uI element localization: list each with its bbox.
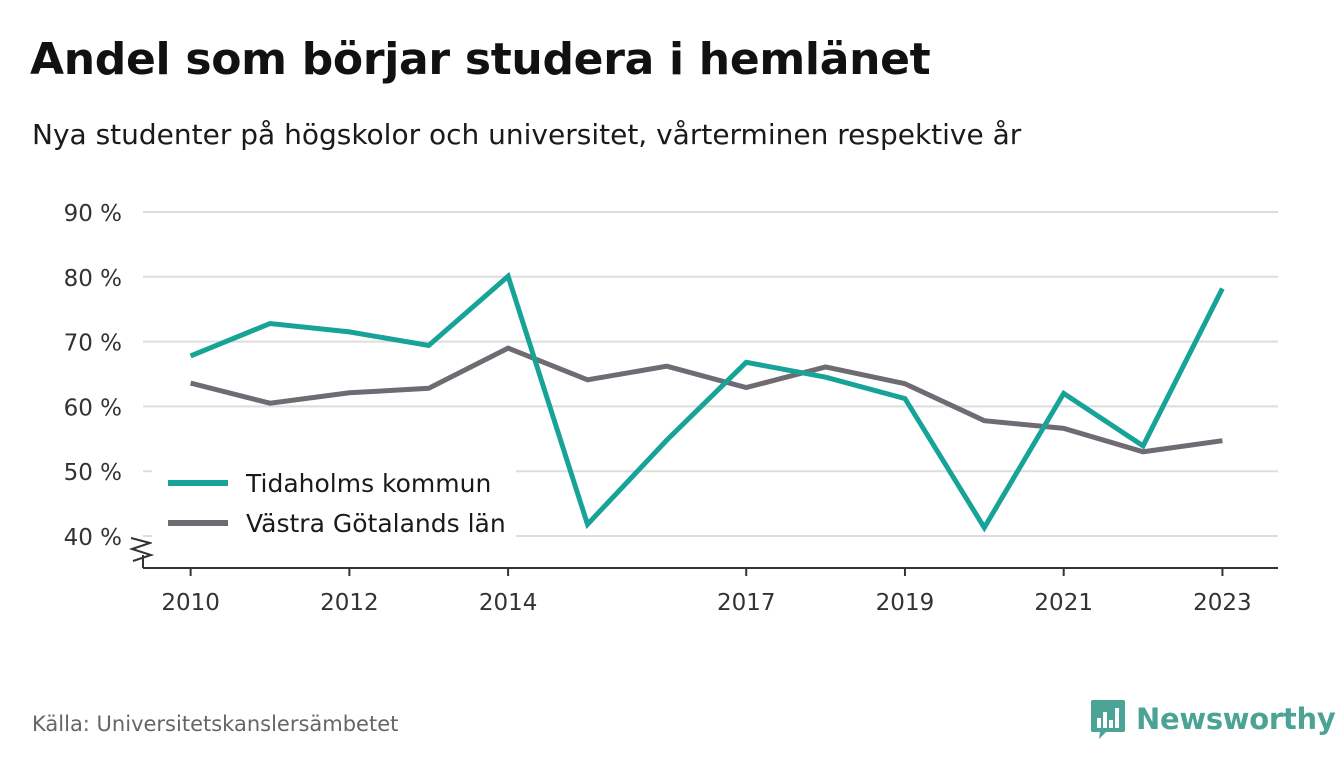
x-tick-label: 2019 xyxy=(876,590,935,616)
x-tick-label: 2017 xyxy=(717,590,776,616)
brand-logo: Newsworthy xyxy=(1090,698,1336,740)
y-tick-label: 60 % xyxy=(64,395,122,421)
source-note: Källa: Universitetskanslersämbetet xyxy=(32,712,399,736)
x-tick-label: 2012 xyxy=(320,590,379,616)
x-axis: 2010 2012 2014 2017 2019 2021 2023 xyxy=(128,537,1278,616)
series-lines xyxy=(189,271,1225,533)
y-tick-label: 80 % xyxy=(64,266,122,292)
x-tick-label: 2021 xyxy=(1034,590,1093,616)
chart-title: Andel som börjar studera i hemlänet xyxy=(30,34,931,85)
legend-label: Tidaholms kommun xyxy=(245,469,491,498)
series-line-vastra-gotaland xyxy=(189,345,1223,455)
axis-break-symbol xyxy=(128,537,155,562)
brand-name: Newsworthy xyxy=(1136,702,1336,736)
legend: Tidaholms kommun Västra Götalands län xyxy=(152,462,516,547)
legend-label: Västra Götalands län xyxy=(246,509,506,538)
legend-background xyxy=(152,462,516,547)
y-tick-label: 40 % xyxy=(64,525,122,551)
x-tick-label: 2023 xyxy=(1193,590,1252,616)
y-tick-label: 90 % xyxy=(64,201,122,227)
line-chart: 40 %50 %60 %70 %80 %90 % 2010 2012 2014 201… xyxy=(64,201,1278,616)
y-tick-label: 50 % xyxy=(64,460,122,486)
chart-subtitle: Nya studenter på högskolor och universit… xyxy=(32,118,1022,151)
series-line-tidaholm xyxy=(189,271,1225,533)
bar-chart-icon xyxy=(1091,700,1125,739)
y-tick-label: 70 % xyxy=(64,331,122,357)
y-axis-tick-labels: 40 % 50 % 60 % 70 % 80 % 90 % xyxy=(64,201,122,551)
x-tick-label: 2014 xyxy=(479,590,538,616)
x-tick-label: 2010 xyxy=(161,590,220,616)
